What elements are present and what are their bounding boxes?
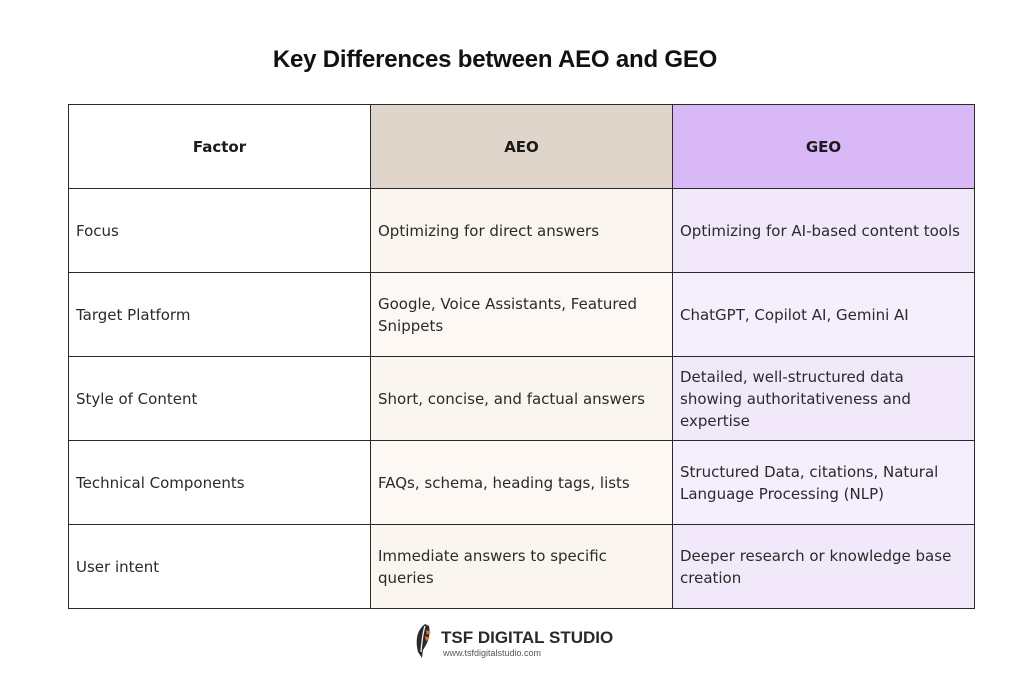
page-title: Key Differences between AEO and GEO <box>272 46 718 73</box>
aeo-cell: Short, concise, and factual answers <box>370 356 673 441</box>
header-aeo: AEO <box>370 104 673 189</box>
table-row: User intent Immediate answers to specifi… <box>68 524 975 609</box>
factor-cell: Technical Components <box>68 440 371 525</box>
comparison-table: Factor AEO GEO Focus Optimizing for dire… <box>68 104 975 609</box>
geo-cell: Structured Data, citations, Natural Lang… <box>672 440 975 525</box>
factor-cell: Style of Content <box>68 356 371 441</box>
aeo-cell: Immediate answers to specific queries <box>370 524 673 609</box>
brand-name: TSF DIGITAL STUDIO <box>441 628 614 647</box>
header-geo: GEO <box>672 104 975 189</box>
table-row: Technical Components FAQs, schema, headi… <box>68 440 975 525</box>
factor-cell: Focus <box>68 188 371 273</box>
header-factor: Factor <box>68 104 371 189</box>
aeo-cell: Google, Voice Assistants, Featured Snipp… <box>370 272 673 357</box>
factor-cell: Target Platform <box>68 272 371 357</box>
geo-cell: Deeper research or knowledge base creati… <box>672 524 975 609</box>
geo-cell: ChatGPT, Copilot AI, Gemini AI <box>672 272 975 357</box>
brand-url[interactable]: www.tsfdigitalstudio.com <box>443 648 542 658</box>
factor-cell: User intent <box>68 524 371 609</box>
aeo-cell: Optimizing for direct answers <box>370 188 673 273</box>
table-row: Focus Optimizing for direct answers Opti… <box>68 188 975 273</box>
brand-footer: TSF DIGITAL STUDIO www.tsfdigitalstudio.… <box>413 622 613 662</box>
table-row: Target Platform Google, Voice Assistants… <box>68 272 975 357</box>
feather-logo-icon <box>416 624 431 658</box>
table-header-row: Factor AEO GEO <box>68 104 975 189</box>
geo-cell: Optimizing for AI-based content tools <box>672 188 975 273</box>
aeo-cell: FAQs, schema, heading tags, lists <box>370 440 673 525</box>
geo-cell: Detailed, well-structured data showing a… <box>672 356 975 441</box>
table-row: Style of Content Short, concise, and fac… <box>68 356 975 441</box>
